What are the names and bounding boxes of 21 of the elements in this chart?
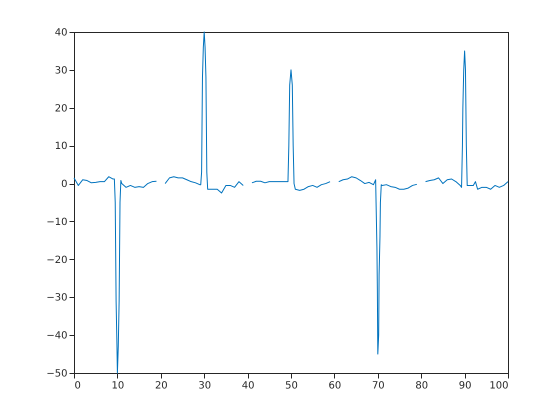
y-tick-label: −30 (46, 292, 68, 304)
x-tick-label: 80 (415, 380, 428, 392)
x-tick-label: 10 (112, 380, 124, 392)
y-tick-label: −50 (46, 368, 68, 380)
x-tick-label: 90 (458, 380, 472, 392)
x-tick-label: 100 (489, 380, 508, 392)
y-tick-label: 20 (54, 103, 68, 114)
y-tick-label: 10 (54, 141, 68, 152)
y-tick-label: −40 (46, 330, 68, 342)
x-tick-label: 60 (328, 380, 342, 392)
y-tick-label: 30 (54, 65, 68, 76)
x-tick-label: 20 (154, 380, 168, 392)
y-tick-label: −20 (46, 254, 68, 266)
x-tick-label: 0 (74, 380, 81, 392)
x-tick-label: 40 (242, 380, 254, 392)
y-tick-label: −10 (46, 216, 68, 228)
y-tick-label: 40 (54, 28, 68, 38)
x-tick-label: 70 (372, 380, 385, 392)
x-tick-label: 30 (198, 380, 212, 392)
y-tick-label: 0 (61, 179, 68, 190)
x-tick-label: 50 (285, 380, 298, 392)
